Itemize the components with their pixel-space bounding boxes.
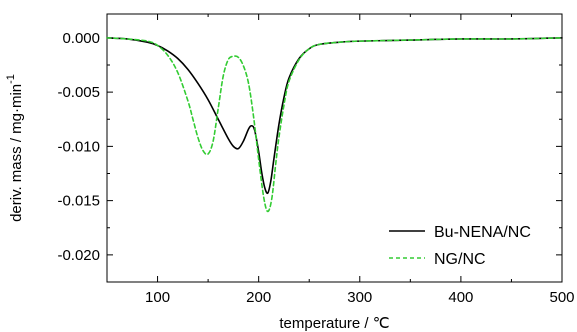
x-tick-label-400: 400 <box>448 289 473 306</box>
axis-ticks <box>106 14 563 282</box>
svg-text:deriv. mass / mg·min-1: deriv. mass / mg·min-1 <box>5 74 25 222</box>
legend-label-bu-nena-nc: Bu-NENA/NC <box>434 224 531 241</box>
y-axis-title-superscript: -1 <box>5 74 17 84</box>
x-tick-label-200: 200 <box>246 289 271 306</box>
x-tick-label-300: 300 <box>347 289 372 306</box>
legend-label-ng-nc: NG/NC <box>434 251 486 268</box>
y-tick-label-0-015: -0.015 <box>57 193 100 210</box>
legend: Bu-NENA/NC NG/NC <box>389 224 531 268</box>
series-line-ng-nc <box>106 37 563 213</box>
y-tick-label-0-000: 0.000 <box>62 30 100 47</box>
axis-tick-labels: 100 200 300 400 500 0.000 -0.005 -0.010 -0.015 -0… <box>57 30 574 306</box>
y-tick-label-0-005: -0.005 <box>57 84 100 101</box>
y-axis-title: deriv. mass / mg·min-1 <box>5 74 25 222</box>
y-axis-title-main: deriv. mass / mg·min <box>8 84 25 222</box>
x-tick-label-500: 500 <box>549 289 574 306</box>
y-tick-label-0-020: -0.020 <box>57 247 100 264</box>
plot-frame <box>106 13 563 283</box>
x-tick-label-100: 100 <box>145 289 170 306</box>
series-layer <box>106 37 563 213</box>
x-axis-title: temperature / ℃ <box>279 315 389 332</box>
y-tick-label-0-010: -0.010 <box>57 138 100 155</box>
series-line-bu-nena-nc <box>106 37 563 195</box>
